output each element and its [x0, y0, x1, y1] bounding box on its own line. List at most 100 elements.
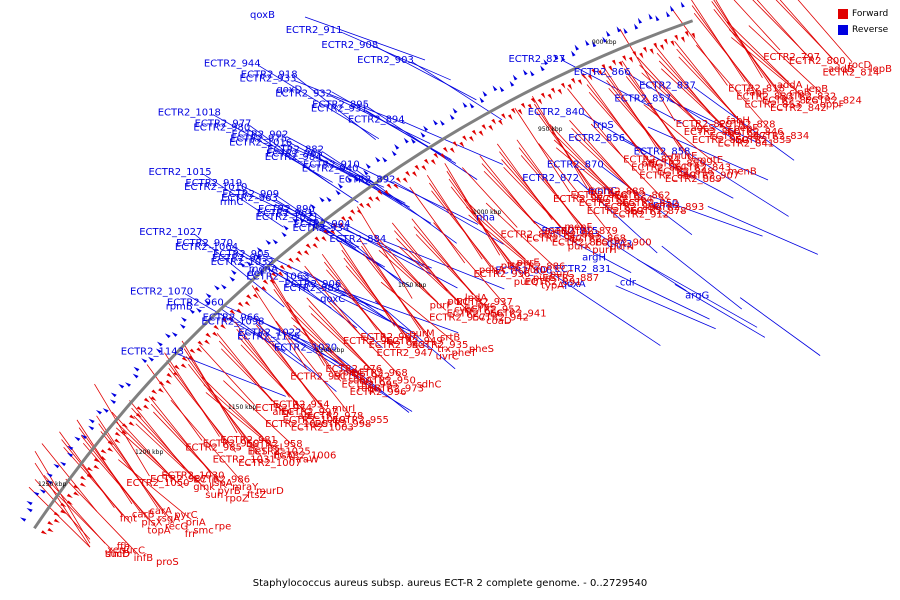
forward-leader-line: [468, 214, 542, 276]
forward-leader-line: [731, 37, 805, 98]
forward-leader-line: [376, 242, 439, 303]
forward-gene-label: ECTR2_957: [429, 312, 486, 323]
forward-leader-line: [164, 352, 220, 437]
forward-feature-glyph: [527, 103, 533, 110]
reverse-feature-glyph: [326, 196, 332, 202]
forward-feature-glyph: [674, 34, 679, 41]
forward-leader-line: [590, 123, 665, 201]
reverse-feature-glyph: [410, 138, 416, 144]
legend-label-forward: Forward: [852, 9, 889, 19]
reverse-gene-label: qoxC: [320, 294, 345, 305]
reverse-feature-glyph: [391, 150, 397, 157]
reverse-gene-label: CPA3: [607, 239, 633, 250]
reverse-feature-glyph: [171, 332, 178, 337]
forward-gene-label: ECTR2_912: [612, 210, 669, 221]
reverse-gene-label: ECTR2_1018: [158, 107, 221, 118]
forward-feature-glyph: [237, 301, 244, 307]
forward-leader-line: [464, 199, 526, 260]
forward-gene-label: lpdA: [465, 293, 487, 304]
forward-gene-label: ECTR2_847: [709, 131, 766, 142]
reverse-feature-glyph: [591, 41, 597, 48]
forward-gene-label: rocD: [848, 60, 872, 71]
reverse-feature-glyph: [509, 80, 515, 87]
forward-gene-label: ECTR2_864: [596, 194, 653, 205]
reverse-gene-label: ECTR2_902: [232, 129, 289, 140]
forward-gene-label: ECTR2_917: [526, 233, 583, 244]
forward-feature-glyph: [143, 397, 150, 403]
reverse-feature-glyph: [164, 333, 171, 339]
forward-feature-glyph: [642, 46, 648, 53]
reverse-feature-glyph: [272, 239, 278, 245]
forward-feature-glyph: [121, 430, 128, 435]
forward-gene-label: purS: [533, 273, 556, 284]
reverse-feature-glyph: [74, 436, 81, 442]
reverse-feature-glyph: [602, 36, 607, 43]
forward-gene-label: fabF: [746, 88, 768, 99]
forward-feature-glyph: [129, 414, 136, 420]
reverse-gene-label: ECTR2_980: [193, 122, 250, 133]
forward-feature-glyph: [60, 502, 67, 507]
forward-feature-glyph: [347, 215, 354, 222]
reverse-gene-label: ECTR2_1027: [139, 227, 202, 238]
map-caption: Staphylococcus aureus subsp. aureus ECT-…: [252, 578, 648, 589]
forward-leader-line: [396, 238, 464, 307]
reverse-leader-line: [642, 192, 763, 237]
forward-gene-label: ECTR2_865: [579, 198, 636, 209]
reverse-leader-line: [366, 106, 478, 180]
reverse-feature-glyph: [310, 203, 316, 210]
forward-feature-glyph: [47, 521, 54, 526]
forward-feature-glyph: [288, 257, 294, 263]
forward-gene-label: ECTR2_832: [779, 92, 836, 103]
forward-feature-glyph: [491, 118, 497, 125]
forward-gene-label: ECTR2_956: [447, 308, 504, 319]
forward-leader-line: [621, 60, 684, 154]
reverse-leader-line: [310, 218, 411, 288]
reverse-gene-label: qoxB: [250, 10, 275, 21]
forward-leader-line: [695, 44, 770, 130]
forward-gene-label: fmt: [120, 514, 137, 525]
forward-feature-glyph: [189, 348, 196, 354]
reverse-leader-line: [563, 60, 684, 125]
reverse-leader-line: [374, 300, 456, 370]
reverse-feature-glyph: [452, 107, 458, 114]
reverse-gene-label: ECTR2_1020: [274, 343, 337, 354]
forward-feature-glyph: [114, 431, 121, 437]
forward-gene-label: purC: [550, 269, 574, 280]
forward-feature-glyph: [73, 491, 80, 496]
forward-leader-line: [356, 206, 413, 299]
forward-feature-glyph: [73, 484, 80, 489]
forward-leader-line: [660, 68, 735, 138]
forward-feature-glyph: [197, 340, 204, 346]
forward-feature-glyph: [517, 109, 523, 115]
forward-feature-glyph: [136, 406, 143, 411]
forward-feature-glyph: [295, 257, 301, 263]
forward-feature-glyph: [40, 530, 48, 535]
forward-leader-line: [713, 8, 788, 102]
forward-feature-glyph: [414, 164, 420, 171]
forward-gene-label: ftsA: [274, 450, 293, 461]
forward-gene-label: pyrB: [217, 486, 240, 497]
reverse-feature-glyph: [382, 156, 388, 163]
reverse-feature-glyph: [543, 59, 549, 66]
forward-leader-line: [185, 356, 254, 449]
forward-gene-label: ECTR2_1031: [213, 454, 276, 465]
scale-tick-label: 1050 kbp: [398, 282, 426, 289]
forward-gene-label: ECTR2_829: [676, 119, 733, 130]
forward-feature-glyph: [150, 396, 157, 401]
reverse-gene-label: ECTR2_965: [266, 148, 323, 159]
forward-gene-label: rdgB: [357, 383, 381, 394]
forward-gene-label: rpmF: [339, 368, 365, 379]
reverse-leader-line: [291, 338, 413, 412]
forward-gene-label: ECTR2_987: [150, 474, 207, 485]
reverse-gene-label: trpS: [593, 120, 614, 131]
forward-gene-label: purN: [610, 241, 634, 252]
forward-gene-label: ECTR2_814: [823, 68, 880, 79]
forward-leader-line: [604, 72, 666, 157]
forward-gene-label: ECTR2_997: [281, 407, 338, 418]
forward-feature-glyph: [591, 68, 596, 75]
reverse-feature-glyph: [299, 217, 305, 223]
forward-leader-line: [203, 384, 272, 445]
forward-feature-glyph: [323, 229, 329, 235]
forward-gene-label: purD: [523, 265, 548, 276]
